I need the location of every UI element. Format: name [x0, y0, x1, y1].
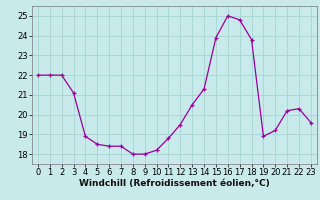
- X-axis label: Windchill (Refroidissement éolien,°C): Windchill (Refroidissement éolien,°C): [79, 179, 270, 188]
